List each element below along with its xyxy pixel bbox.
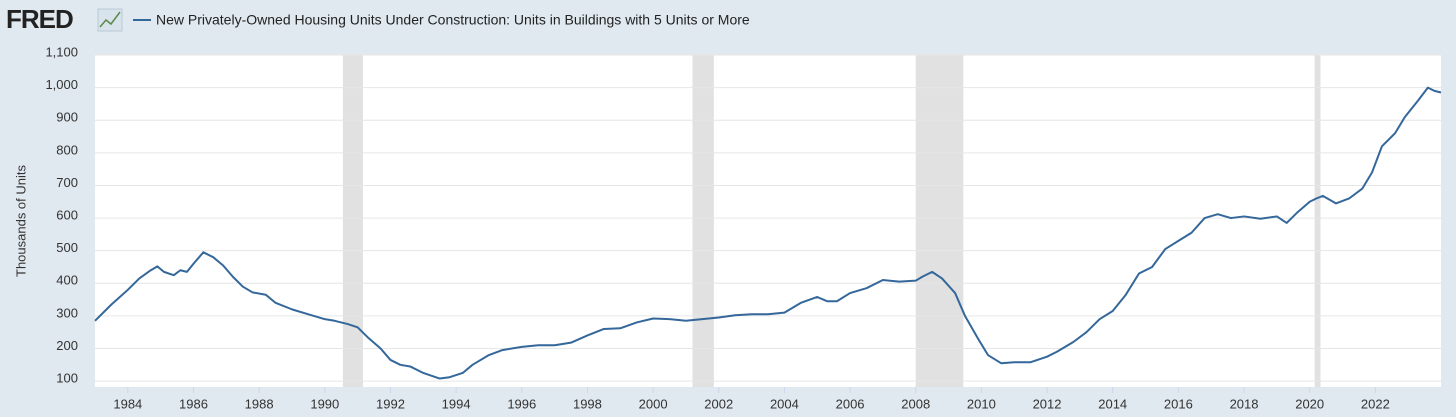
y-tick-label: 1,100 (45, 44, 78, 59)
x-tick-label: 2014 (1098, 396, 1127, 411)
x-tick-label: 1990 (310, 396, 339, 411)
y-tick-label: 600 (56, 208, 78, 223)
x-tick-label: 1998 (573, 396, 602, 411)
x-tick-label: 1994 (442, 396, 471, 411)
y-tick-label: 800 (56, 142, 78, 157)
x-tick-label: 1992 (376, 396, 405, 411)
y-tick-label: 200 (56, 338, 78, 353)
y-tick-label: 100 (56, 371, 78, 386)
plot-area (95, 55, 1441, 387)
x-tick-label: 2006 (836, 396, 865, 411)
x-tick-label: 2012 (1033, 396, 1062, 411)
x-tick-label: 1984 (113, 396, 142, 411)
x-tick-label: 2002 (704, 396, 733, 411)
x-tick-label: 2018 (1230, 396, 1259, 411)
recession-band (915, 55, 964, 387)
x-tick-label: 2008 (901, 396, 930, 411)
chart-title: New Privately-Owned Housing Units Under … (156, 12, 750, 28)
x-tick-label: 1986 (179, 396, 208, 411)
logo-icon-line (99, 11, 121, 28)
logo: FRED (6, 4, 73, 34)
data-line (94, 86, 1442, 380)
y-tick-label: 400 (56, 273, 78, 288)
x-tick-label: 2010 (967, 396, 996, 411)
y-tick-label: 300 (56, 305, 78, 320)
recession-band (342, 55, 363, 387)
x-tick-label: 1996 (507, 396, 536, 411)
x-tick-label: 2016 (1164, 396, 1193, 411)
y-axis-label: Thousands of Units (13, 165, 28, 278)
x-tick-label: 2000 (639, 396, 668, 411)
recession-band (1314, 55, 1321, 387)
logo-icon (97, 8, 123, 32)
y-tick-label: 700 (56, 175, 78, 190)
x-tick-label: 2022 (1361, 396, 1390, 411)
x-tick-label: 2020 (1295, 396, 1324, 411)
recession-band (692, 55, 714, 387)
x-tick-label: 1988 (245, 396, 274, 411)
y-tick-label: 1,000 (45, 77, 78, 92)
y-tick-label: 500 (56, 240, 78, 255)
x-tick-label: 2004 (770, 396, 799, 411)
y-tick-label: 900 (56, 110, 78, 125)
